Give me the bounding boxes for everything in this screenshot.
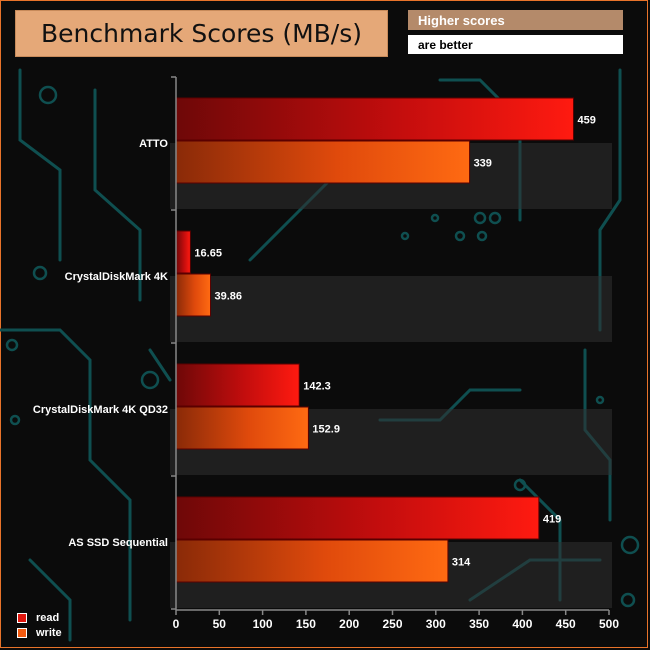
circuit-node-6 — [488, 211, 502, 225]
circuit-trace-0 — [18, 68, 62, 262]
higher-scores-note: Higher scores — [408, 10, 623, 30]
circuit-node-0 — [38, 85, 58, 105]
legend-item-read: read — [17, 610, 62, 625]
bar-write-0 — [175, 140, 471, 184]
legend-item-write: write — [17, 625, 62, 640]
bar-read-1 — [175, 230, 191, 274]
category-label-3: AS SSD Sequential — [68, 537, 168, 549]
category-label-0: ATTO — [139, 138, 168, 150]
legend-label-read: read — [36, 611, 60, 624]
circuit-node-13 — [430, 213, 440, 223]
x-tick-label-10: 500 — [599, 617, 619, 631]
bar-write-3 — [175, 539, 449, 583]
bar-read-3 — [175, 496, 540, 540]
value-label-write-3: 314 — [452, 557, 471, 569]
value-label-read-3: 419 — [543, 514, 561, 526]
category-label-1: CrystalDiskMark 4K — [65, 271, 168, 283]
bars: 459 339 16.65 39.86 142.3 152.9 419 314 — [175, 97, 596, 583]
value-label-read-0: 459 — [577, 115, 595, 127]
circuit-trace-9 — [248, 208, 302, 262]
circuit-trace-10 — [28, 558, 72, 642]
circuit-node-10 — [620, 592, 636, 608]
circuit-node-11 — [513, 478, 527, 492]
x-tick-label-6: 300 — [426, 617, 446, 631]
circuit-node-1 — [32, 265, 48, 281]
x-tick-label-8: 400 — [512, 617, 532, 631]
circuit-node-2 — [5, 338, 19, 352]
value-label-write-0: 339 — [474, 158, 492, 170]
chart-title: Benchmark Scores (MB/s) — [15, 10, 388, 57]
circuit-trace-2 — [0, 328, 132, 622]
circuit-trace-1 — [93, 88, 142, 302]
legend-swatch-write — [17, 627, 27, 638]
category-band-1 — [170, 276, 612, 342]
circuit-node-8 — [595, 395, 605, 405]
category-label-2: CrystalDiskMark 4K QD32 — [33, 404, 168, 416]
x-tick-label-9: 450 — [556, 617, 576, 631]
legend: read write — [17, 610, 62, 640]
bar-read-2 — [175, 363, 300, 407]
value-label-read-1: 16.65 — [194, 248, 222, 260]
circuit-node-5 — [473, 211, 487, 225]
x-tick-label-1: 50 — [213, 617, 227, 631]
are-better-note: are better — [408, 35, 623, 54]
axes: 0 50 100 150 200 250 300 350 400 450 500 ATTO Crysta… — [33, 76, 619, 631]
x-tick-label-0: 0 — [173, 617, 180, 631]
circuit-trace-12 — [148, 348, 172, 382]
legend-label-write: write — [36, 626, 62, 639]
x-tick-label-5: 250 — [382, 617, 402, 631]
circuit-node-12 — [454, 230, 466, 242]
x-tick-label-3: 150 — [296, 617, 316, 631]
circuit-node-7 — [476, 230, 488, 242]
circuit-node-9 — [620, 535, 640, 555]
circuit-node-14 — [400, 231, 410, 241]
bar-read-0 — [175, 97, 574, 141]
value-label-write-1: 39.86 — [215, 291, 243, 303]
value-label-read-2: 142.3 — [303, 381, 331, 393]
value-label-write-2: 152.9 — [312, 424, 340, 436]
circuit-node-3 — [140, 370, 160, 390]
circuit-node-4 — [9, 414, 21, 426]
x-tick-label-4: 200 — [339, 617, 359, 631]
x-tick-label-7: 350 — [469, 617, 489, 631]
legend-swatch-read — [17, 612, 27, 623]
bar-write-2 — [175, 406, 309, 450]
x-tick-label-2: 100 — [253, 617, 273, 631]
bar-write-1 — [175, 273, 212, 317]
